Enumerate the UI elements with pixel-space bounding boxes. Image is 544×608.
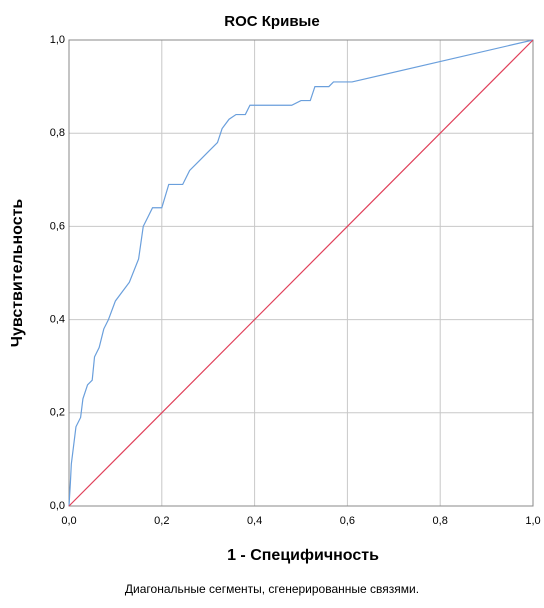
y-tick-label: 1,0	[50, 34, 65, 46]
x-tick-label: 0,4	[247, 515, 262, 527]
x-tick-label: 0,0	[61, 515, 76, 527]
y-tick-label: 0,8	[50, 127, 65, 139]
y-axis-label: Чувствительность	[9, 199, 26, 348]
y-tick-label: 0,6	[50, 220, 65, 232]
x-tick-label: 0,2	[154, 515, 169, 527]
curve	[68, 39, 534, 507]
x-tick-label: 0,8	[433, 515, 448, 527]
x-tick-label: 1,0	[525, 515, 540, 527]
y-tick-label: 0,0	[50, 500, 65, 512]
curve	[68, 39, 534, 507]
y-tick-label: 0,2	[50, 407, 65, 419]
x-axis-label: 1 - Специфичность	[227, 547, 379, 564]
x-tick-label: 0,6	[340, 515, 355, 527]
plot-frame	[68, 39, 534, 507]
footnote: Диагональные сегменты, сгенерированные с…	[125, 582, 419, 596]
chart-title: ROC Кривые	[224, 13, 319, 30]
y-tick-label: 0,4	[50, 314, 65, 326]
